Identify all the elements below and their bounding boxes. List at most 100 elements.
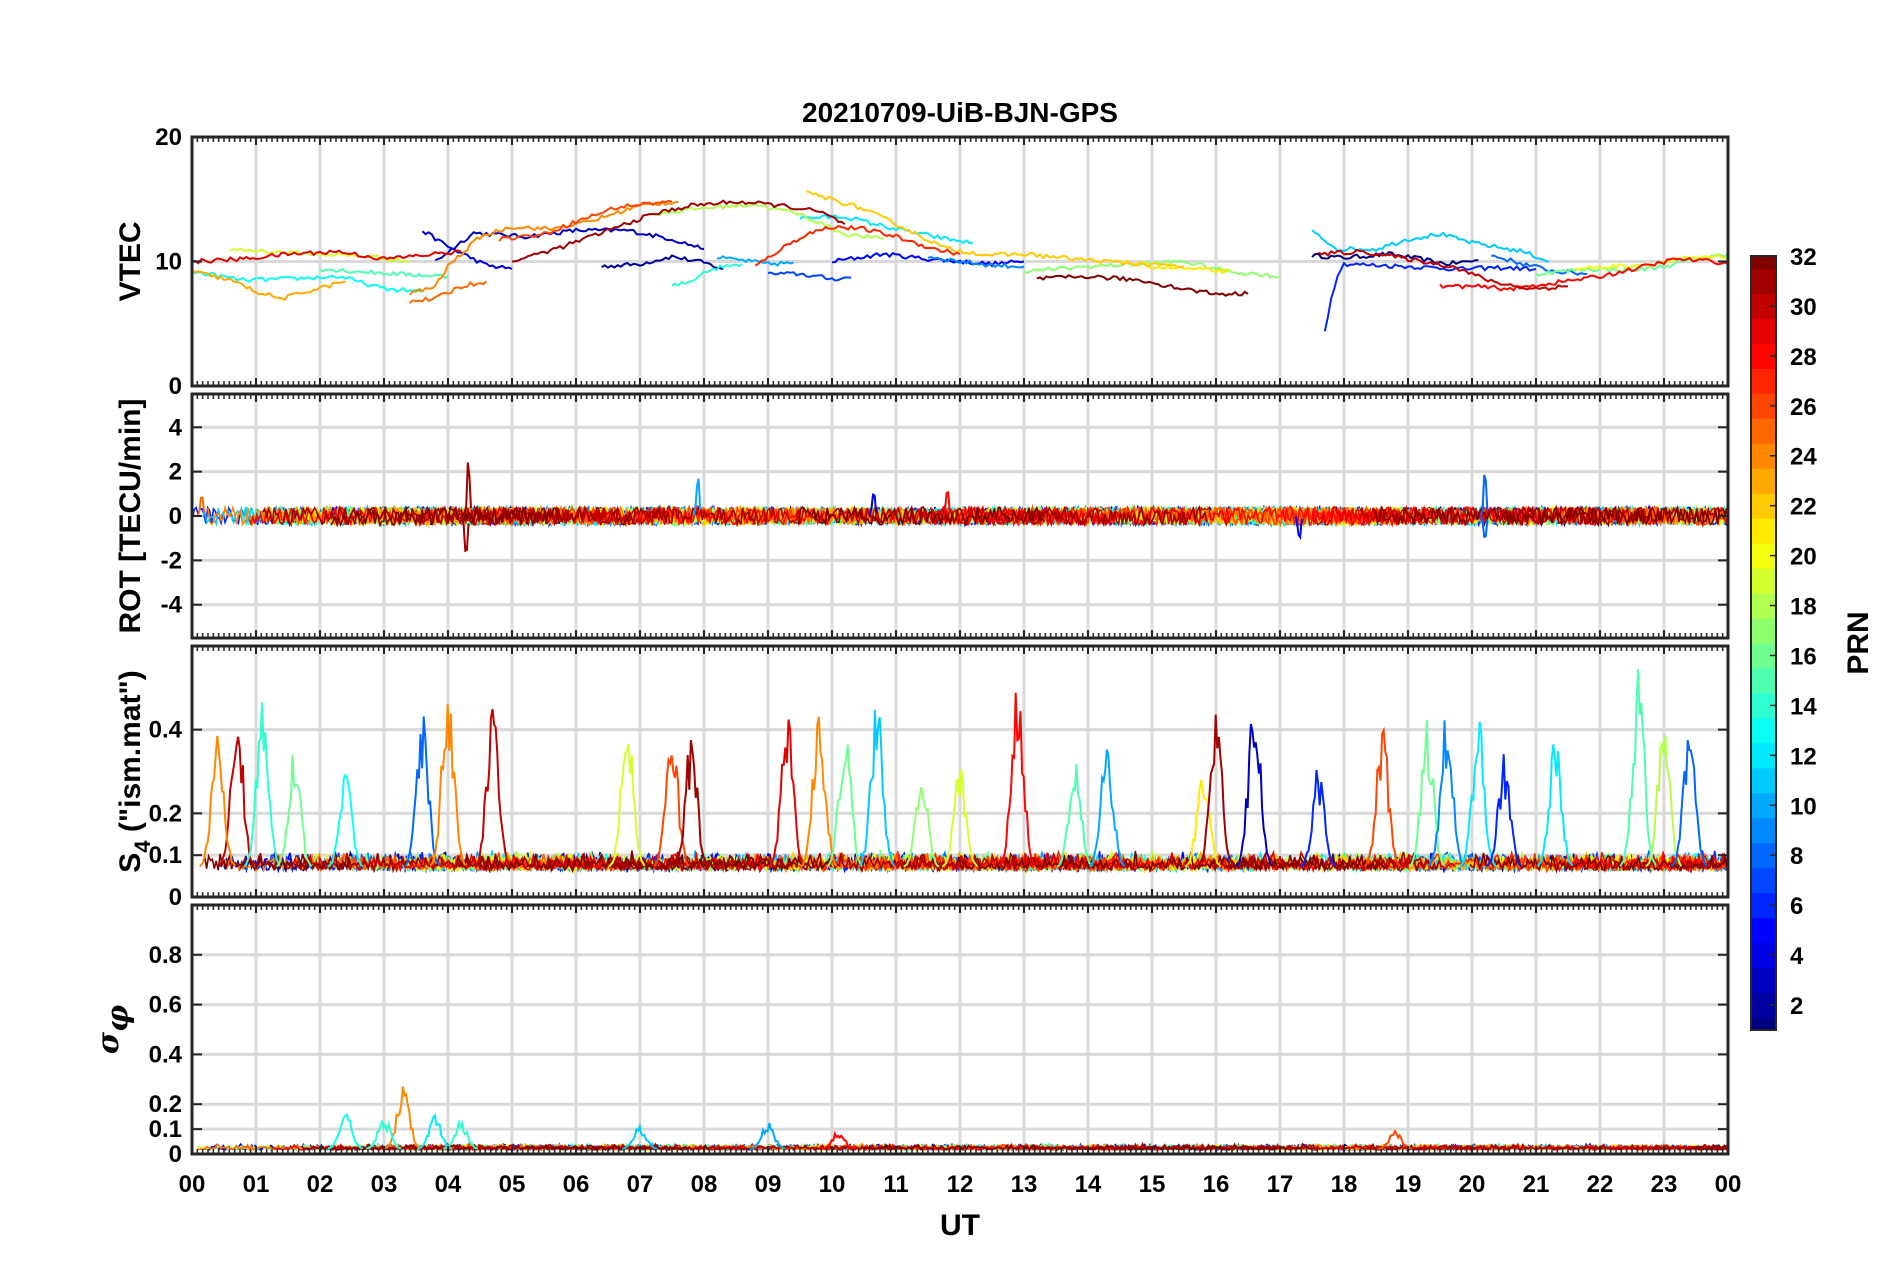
peak-prn-24 bbox=[384, 1086, 421, 1150]
peak-prn-31 bbox=[463, 462, 472, 516]
peak-prn-10 bbox=[749, 1122, 786, 1150]
x-tick-label: 06 bbox=[563, 1171, 590, 1198]
y-tick-label: 2 bbox=[169, 459, 182, 486]
x-tick-label: 13 bbox=[1011, 1171, 1038, 1198]
y-tick-label: 0 bbox=[169, 1141, 182, 1168]
y-tick-label: 0 bbox=[169, 884, 182, 911]
peak-prn-5 bbox=[1294, 516, 1303, 541]
y-tick-label: 0.2 bbox=[149, 1091, 182, 1118]
colorbar-tick-label: 14 bbox=[1790, 693, 1817, 720]
y-tick-label: 0.1 bbox=[149, 1116, 182, 1143]
series-line-prn-3 bbox=[434, 227, 705, 262]
y-tick-label: -4 bbox=[161, 592, 183, 619]
series-line-prn-15 bbox=[319, 268, 449, 279]
series-line-prn-18 bbox=[652, 201, 884, 241]
colorbar-frame bbox=[1750, 255, 1777, 1031]
peak-prn-15 bbox=[1056, 763, 1094, 868]
x-tick-label: 21 bbox=[1523, 1171, 1550, 1198]
series-line-prn-23 bbox=[192, 269, 346, 302]
panel-rot: -4 -2 0 2 4 ROT [TECU/min] bbox=[114, 392, 1730, 640]
peak-prn-28 bbox=[998, 692, 1036, 867]
series-line-prn-31 bbox=[604, 852, 959, 873]
x-tick-label: 08 bbox=[691, 1171, 718, 1198]
colorbar-tick-label: 20 bbox=[1790, 544, 1817, 571]
peak-prn-31 bbox=[461, 516, 470, 553]
peak-prn-16 bbox=[1408, 719, 1446, 868]
series-line-prn-32 bbox=[330, 505, 561, 528]
colorbar-swatch-13 bbox=[1751, 717, 1776, 744]
peak-prn-8 bbox=[403, 716, 441, 867]
x-tick-label: 01 bbox=[243, 1171, 270, 1198]
x-tick-label: 05 bbox=[499, 1171, 526, 1198]
y-tick-label: 0.1 bbox=[149, 842, 182, 869]
colorbar-swatch-15 bbox=[1751, 667, 1776, 694]
x-tick-label: 00 bbox=[1715, 1171, 1742, 1198]
colorbar-tick-label: 10 bbox=[1790, 793, 1817, 820]
peak-prn-31 bbox=[1197, 714, 1235, 867]
y-axis-label: S4 ("ism.mat") bbox=[114, 670, 155, 872]
colorbar-swatch-25 bbox=[1751, 418, 1776, 444]
series-line-prn-9 bbox=[927, 255, 1025, 270]
peak-prn-3 bbox=[1235, 723, 1273, 867]
series-line-prn-27 bbox=[754, 224, 961, 267]
series-line-prn-10 bbox=[716, 255, 794, 267]
series-line-prn-16 bbox=[1535, 253, 1728, 277]
y-axis-label: σφ bbox=[91, 1005, 136, 1054]
series-line-prn-26 bbox=[498, 199, 673, 242]
x-tick-label: 11 bbox=[883, 1171, 908, 1198]
peak-prn-11 bbox=[621, 1122, 658, 1150]
colorbar-swatch-29 bbox=[1751, 318, 1776, 344]
x-tick-label: 07 bbox=[627, 1171, 654, 1198]
x-axis-label: UT bbox=[940, 1209, 980, 1242]
series-line-prn-28 bbox=[1439, 256, 1728, 292]
y-tick-label: 20 bbox=[155, 124, 182, 151]
peak-prn-8 bbox=[1670, 740, 1708, 868]
series-line-prn-13 bbox=[192, 268, 423, 294]
series-line-prn-31 bbox=[1027, 504, 1208, 528]
series-group bbox=[192, 462, 1728, 553]
peak-prn-16 bbox=[275, 754, 313, 868]
peak-prn-12 bbox=[417, 1113, 453, 1150]
peak-prn-14 bbox=[442, 1119, 479, 1150]
colorbar-tick-label: 12 bbox=[1790, 743, 1817, 770]
series-line-prn-32 bbox=[1036, 274, 1249, 297]
peak-prn-4 bbox=[868, 492, 878, 516]
series-line-prn-32 bbox=[1691, 1144, 1727, 1152]
y-tick-label: 0.8 bbox=[149, 942, 182, 969]
y-tick-label: 0.4 bbox=[149, 717, 183, 744]
peak-prn-28 bbox=[942, 490, 951, 516]
series-line-prn-12 bbox=[799, 214, 973, 245]
series-group bbox=[192, 190, 1728, 332]
series-line-prn-28 bbox=[676, 504, 1118, 528]
colorbar-swatch-7 bbox=[1751, 867, 1776, 894]
y-tick-label: 0.4 bbox=[149, 1041, 183, 1068]
y-tick-label: 0 bbox=[169, 503, 182, 530]
x-tick-label: 16 bbox=[1203, 1171, 1230, 1198]
peak-prn-28 bbox=[820, 1130, 856, 1150]
peak-prn-26 bbox=[1377, 1129, 1413, 1150]
peak-prn-21 bbox=[1184, 779, 1222, 868]
series-line-prn-5 bbox=[831, 251, 1025, 268]
colorbar-tick-label: 32 bbox=[1790, 244, 1817, 271]
peak-prn-12 bbox=[1536, 744, 1574, 867]
y-axis-label: VTEC bbox=[114, 221, 147, 301]
series-line-prn-7 bbox=[767, 270, 852, 282]
series-line-prn-31 bbox=[511, 199, 846, 263]
series-line-prn-1 bbox=[1311, 251, 1479, 267]
series-line-prn-32 bbox=[797, 505, 1046, 527]
panel-vtec: 0 10 20 VTEC bbox=[114, 124, 1730, 400]
colorbar-swatch-3 bbox=[1751, 967, 1776, 994]
y-tick-label: 0.6 bbox=[149, 992, 182, 1019]
series-line-prn-2 bbox=[601, 254, 724, 270]
colorbar-tick-label: 4 bbox=[1790, 943, 1804, 970]
x-tick-label: 22 bbox=[1587, 1171, 1614, 1198]
colorbar-tick-label: 2 bbox=[1790, 993, 1803, 1020]
peak-prn-14 bbox=[365, 1120, 402, 1150]
series-line-prn-32 bbox=[956, 850, 1386, 873]
series-line-prn-11 bbox=[1311, 229, 1549, 263]
x-tick-label: 09 bbox=[755, 1171, 782, 1198]
peak-prn-14 bbox=[243, 702, 281, 867]
colorbar-tick-label: 26 bbox=[1790, 394, 1817, 421]
colorbar-swatch-17 bbox=[1751, 618, 1776, 644]
